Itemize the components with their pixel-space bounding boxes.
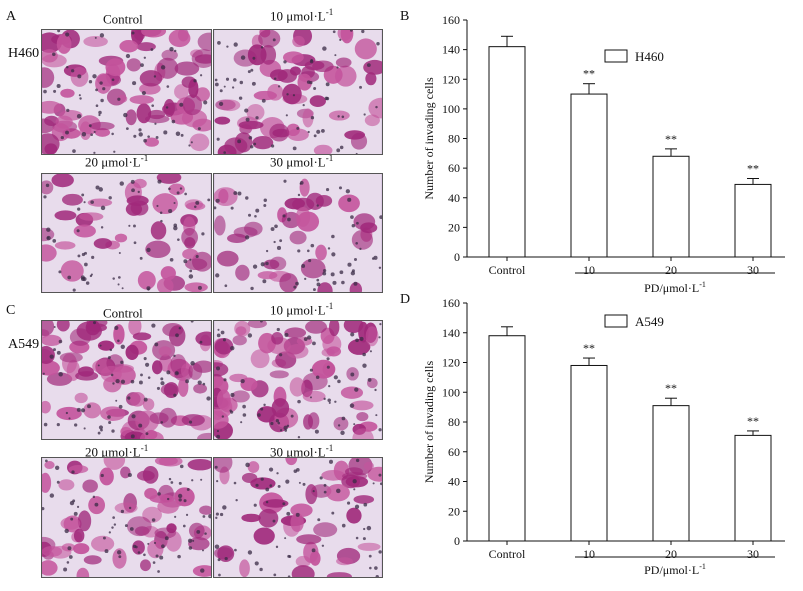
y-axis-label: Number of invading cells bbox=[422, 361, 436, 484]
micrograph-h460-30 bbox=[213, 173, 383, 293]
bar bbox=[734, 183, 772, 258]
y-tick-label: 80 bbox=[448, 415, 460, 429]
y-tick-label: 140 bbox=[442, 326, 460, 340]
y-tick-label: 100 bbox=[442, 385, 460, 399]
bar bbox=[734, 434, 772, 542]
micrograph-a549-30 bbox=[213, 457, 383, 578]
y-tick-label: 60 bbox=[448, 161, 460, 175]
y-tick-label: 100 bbox=[442, 102, 460, 116]
row-label-h460: H460 bbox=[8, 46, 40, 61]
legend-swatch bbox=[604, 314, 628, 328]
row-label-a549: A549 bbox=[8, 337, 40, 352]
caption-c-10: 10 μmol·L-1 bbox=[270, 301, 334, 318]
bar bbox=[488, 46, 526, 258]
panel-letter-c: C bbox=[6, 303, 16, 318]
caption-a-control: Control bbox=[103, 11, 143, 27]
caption-a-30: 30 μmol·L-1 bbox=[270, 153, 334, 170]
significance-label: ** bbox=[665, 132, 677, 146]
caption-c-30: 30 μmol·L-1 bbox=[270, 443, 334, 460]
caption-a-20: 20 μmol·L-1 bbox=[85, 153, 149, 170]
legend-swatch bbox=[604, 49, 628, 63]
caption-a-10: 10 μmol·L-1 bbox=[270, 7, 334, 24]
significance-label: ** bbox=[747, 414, 759, 428]
y-tick-label: 120 bbox=[442, 72, 460, 86]
y-tick-label: 20 bbox=[448, 504, 460, 518]
bar bbox=[570, 93, 608, 258]
y-tick-label: 160 bbox=[442, 296, 460, 310]
y-tick-label: 0 bbox=[454, 250, 460, 264]
significance-label: ** bbox=[665, 381, 677, 395]
bar bbox=[652, 155, 690, 258]
micrograph-a549-control bbox=[41, 320, 212, 440]
panel-letter-b: B bbox=[400, 9, 410, 24]
micrograph-h460-control bbox=[41, 29, 212, 155]
y-tick-label: 140 bbox=[442, 43, 460, 57]
x-tick-label: Control bbox=[489, 263, 526, 277]
x-tick-label: 10 bbox=[583, 547, 595, 561]
y-tick-label: 80 bbox=[448, 132, 460, 146]
caption-c-20: 20 μmol·L-1 bbox=[85, 443, 149, 460]
x-axis-label: PD/μmol·L-1 bbox=[644, 562, 706, 577]
micrograph-a549-20 bbox=[41, 457, 212, 578]
x-tick-label: 20 bbox=[665, 263, 677, 277]
y-tick-label: 60 bbox=[448, 445, 460, 459]
x-tick-label: 30 bbox=[747, 263, 759, 277]
significance-label: ** bbox=[583, 341, 595, 355]
y-tick-label: 40 bbox=[448, 191, 460, 205]
bar-chart-d: 0 20 40 60 80 100 120 140 160 Number of invading … bbox=[422, 296, 785, 577]
micrograph-a549-10 bbox=[213, 320, 383, 440]
x-tick-label: 30 bbox=[747, 547, 759, 561]
micrograph-h460-20 bbox=[41, 173, 212, 293]
y-tick-label: 120 bbox=[442, 356, 460, 370]
bar bbox=[488, 335, 526, 542]
y-axis-label: Number of invading cells bbox=[422, 77, 436, 200]
bar-chart-b: 0 20 40 60 80 100 120 140 160 Number of invading … bbox=[422, 13, 785, 295]
panel-letter-a: A bbox=[6, 9, 17, 24]
legend-label: H460 bbox=[635, 49, 664, 64]
y-tick-label: 160 bbox=[442, 13, 460, 27]
micrograph-h460-10 bbox=[213, 29, 383, 155]
x-axis-label: PD/μmol·L-1 bbox=[644, 280, 706, 295]
panel-letter-d: D bbox=[400, 292, 411, 307]
bar bbox=[652, 405, 690, 542]
y-tick-label: 20 bbox=[448, 220, 460, 234]
significance-label: ** bbox=[583, 67, 595, 81]
significance-label: ** bbox=[747, 161, 759, 175]
y-tick-label: 40 bbox=[448, 475, 460, 489]
bar bbox=[570, 364, 608, 542]
y-tick-label: 0 bbox=[454, 534, 460, 548]
caption-c-control: Control bbox=[103, 305, 143, 321]
x-tick-label: 20 bbox=[665, 547, 677, 561]
x-tick-label: Control bbox=[489, 547, 526, 561]
legend-label: A549 bbox=[635, 314, 664, 329]
x-tick-label: 10 bbox=[583, 263, 595, 277]
